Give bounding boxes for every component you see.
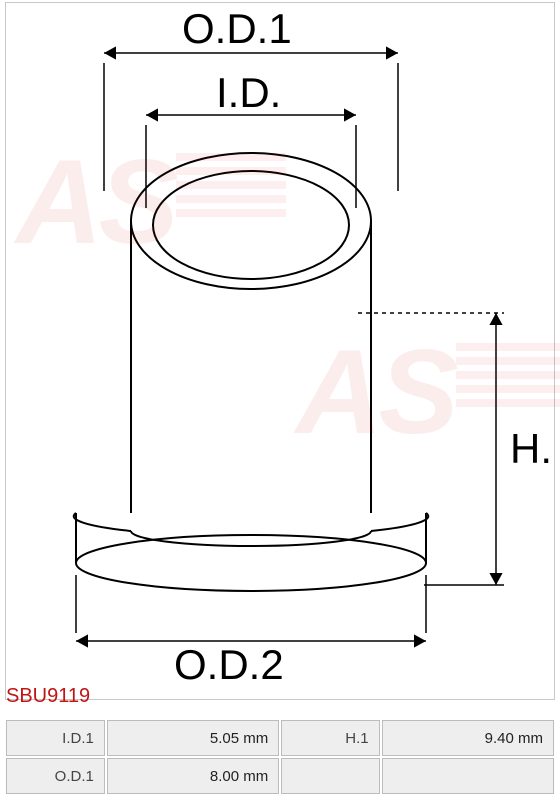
diagram-frame: AS AS O.D.1I.D.H.O.D.2 — [5, 2, 555, 700]
spec-label: H.1 — [281, 720, 379, 756]
spec-label: O.D.1 — [6, 758, 105, 794]
spec-value: 9.40 mm — [382, 720, 554, 756]
svg-text:O.D.1: O.D.1 — [182, 5, 292, 52]
spec-value: 5.05 mm — [107, 720, 279, 756]
svg-text:H.: H. — [510, 425, 552, 472]
spec-table: I.D.15.05 mmH.19.40 mmO.D.18.00 mm — [4, 718, 556, 796]
part-code: SBU9119 — [6, 685, 90, 708]
spec-label: I.D.1 — [6, 720, 105, 756]
svg-text:I.D.: I.D. — [216, 69, 281, 116]
spec-row: O.D.18.00 mm — [6, 758, 554, 794]
spec-row: I.D.15.05 mmH.19.40 mm — [6, 720, 554, 756]
bushing-diagram: O.D.1 I.D. H. O.D.2 — [6, 3, 554, 699]
svg-text:O.D.2: O.D.2 — [174, 641, 284, 688]
spec-value: 8.00 mm — [107, 758, 279, 794]
